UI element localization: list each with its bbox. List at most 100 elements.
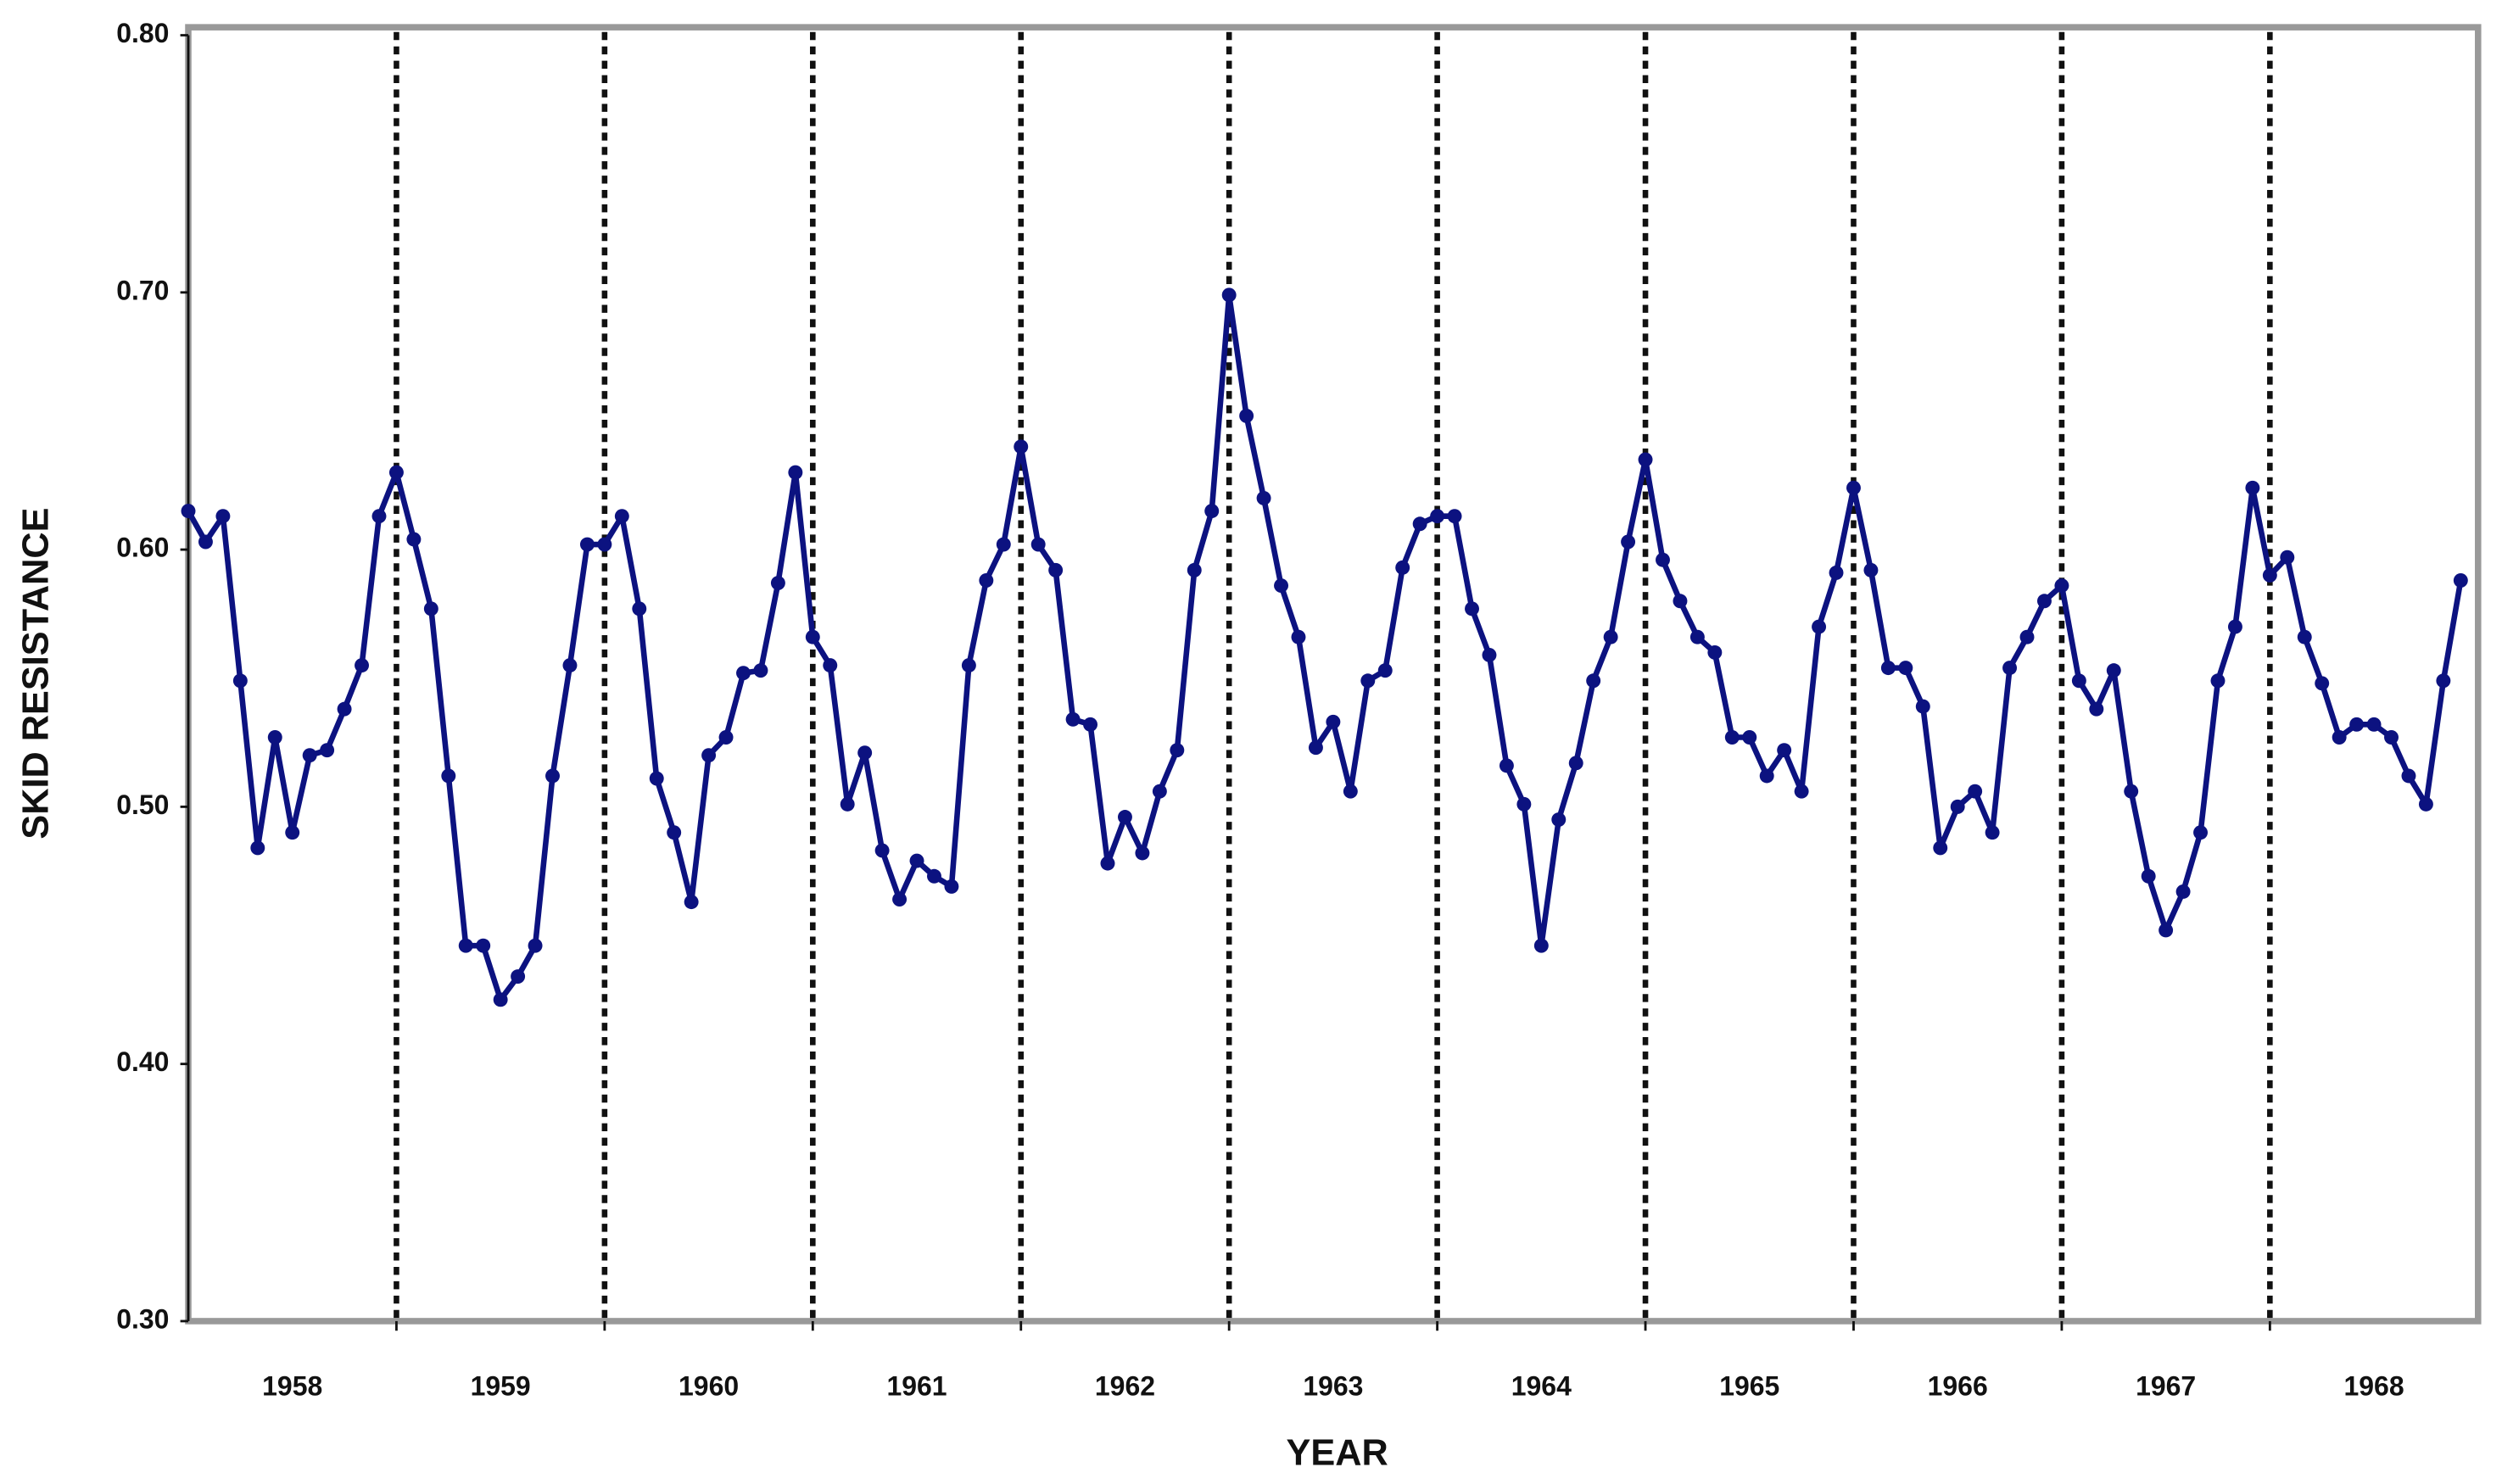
data-point bbox=[2159, 923, 2174, 938]
data-point bbox=[701, 748, 717, 763]
data-point bbox=[1516, 796, 1532, 812]
data-point bbox=[476, 938, 491, 953]
data-point bbox=[2106, 663, 2121, 678]
data-point bbox=[979, 573, 994, 588]
y-axis-title: SKID RESISTANCE bbox=[16, 508, 57, 840]
data-point bbox=[1343, 784, 1358, 799]
data-point bbox=[753, 663, 768, 678]
data-point bbox=[684, 895, 699, 910]
data-point bbox=[1221, 287, 1237, 303]
data-point bbox=[1846, 480, 1861, 495]
data-point bbox=[909, 853, 924, 868]
data-point bbox=[1395, 560, 1410, 575]
data-point bbox=[1482, 647, 1497, 662]
data-point bbox=[2175, 884, 2191, 899]
data-point bbox=[1117, 810, 1132, 824]
data-point bbox=[232, 673, 248, 689]
data-point bbox=[181, 504, 196, 519]
data-point bbox=[493, 992, 508, 1007]
data-point bbox=[1586, 673, 1601, 689]
x-tick-label: 1962 bbox=[1095, 1370, 1155, 1401]
data-point bbox=[805, 629, 820, 644]
data-point bbox=[2280, 550, 2295, 565]
data-point bbox=[1170, 743, 1185, 758]
data-point bbox=[1135, 845, 1150, 861]
data-point bbox=[1065, 711, 1081, 727]
data-point bbox=[2124, 784, 2139, 799]
data-point bbox=[840, 796, 855, 812]
data-point bbox=[1048, 562, 1064, 577]
data-point bbox=[874, 843, 890, 858]
data-point bbox=[1829, 565, 1844, 580]
data-point bbox=[1759, 768, 1774, 784]
x-tick-label: 1968 bbox=[2343, 1370, 2404, 1401]
data-point bbox=[215, 509, 231, 524]
data-point bbox=[614, 509, 629, 524]
data-point bbox=[2384, 730, 2399, 745]
data-point bbox=[1014, 439, 1029, 455]
data-point bbox=[1274, 578, 1288, 594]
data-point bbox=[337, 701, 352, 717]
y-tick-label: 0.50 bbox=[116, 789, 169, 820]
data-point bbox=[2071, 673, 2086, 689]
data-point bbox=[1794, 784, 1809, 799]
data-point bbox=[1412, 516, 1427, 532]
data-point bbox=[2227, 619, 2242, 634]
data-point bbox=[2366, 717, 2382, 732]
data-point bbox=[2036, 594, 2052, 609]
data-point bbox=[1447, 509, 1462, 524]
x-tick-label: 1964 bbox=[1511, 1370, 1572, 1401]
data-point bbox=[2245, 480, 2260, 495]
data-point bbox=[1308, 740, 1323, 756]
data-point bbox=[892, 892, 908, 907]
data-point bbox=[2210, 673, 2226, 689]
data-point bbox=[1863, 562, 1879, 577]
data-point bbox=[1724, 730, 1740, 745]
data-point bbox=[2436, 673, 2451, 689]
data-point bbox=[2262, 567, 2277, 583]
data-point bbox=[1689, 629, 1705, 644]
data-point bbox=[2401, 768, 2416, 784]
data-point bbox=[423, 601, 438, 616]
data-point bbox=[2019, 629, 2035, 644]
data-point bbox=[371, 509, 387, 524]
data-point bbox=[2193, 825, 2208, 840]
data-point bbox=[597, 537, 612, 552]
data-point bbox=[1326, 714, 1341, 729]
x-tick-label: 1963 bbox=[1303, 1370, 1363, 1401]
data-point bbox=[355, 658, 369, 673]
data-point bbox=[2089, 701, 2104, 717]
data-point bbox=[857, 745, 873, 761]
data-point bbox=[1742, 730, 1757, 745]
data-point bbox=[1915, 699, 1930, 714]
data-point bbox=[996, 537, 1011, 552]
data-point bbox=[649, 771, 664, 786]
data-point bbox=[2453, 573, 2468, 588]
y-tick-label: 0.80 bbox=[116, 18, 169, 48]
data-point bbox=[1950, 799, 1965, 814]
x-tick-label: 1965 bbox=[1719, 1370, 1779, 1401]
data-point bbox=[579, 537, 595, 552]
data-point bbox=[1568, 756, 1583, 771]
data-point bbox=[2418, 796, 2433, 812]
data-point bbox=[2002, 661, 2018, 676]
data-point bbox=[1152, 784, 1167, 799]
data-point bbox=[1880, 661, 1896, 676]
data-point bbox=[1291, 629, 1306, 644]
data-point bbox=[2315, 676, 2330, 691]
data-point bbox=[961, 658, 976, 673]
data-point bbox=[1377, 663, 1393, 678]
data-point bbox=[1204, 504, 1220, 519]
data-point bbox=[1360, 673, 1376, 689]
data-point bbox=[2054, 578, 2069, 594]
x-tick-label: 1959 bbox=[471, 1370, 531, 1401]
data-point bbox=[2349, 717, 2365, 732]
data-point bbox=[198, 534, 213, 550]
y-tick-label: 0.30 bbox=[116, 1303, 169, 1334]
data-point bbox=[1656, 552, 1670, 567]
x-tick-label: 1961 bbox=[886, 1370, 947, 1401]
data-point bbox=[1968, 784, 1983, 799]
data-point bbox=[736, 666, 751, 681]
